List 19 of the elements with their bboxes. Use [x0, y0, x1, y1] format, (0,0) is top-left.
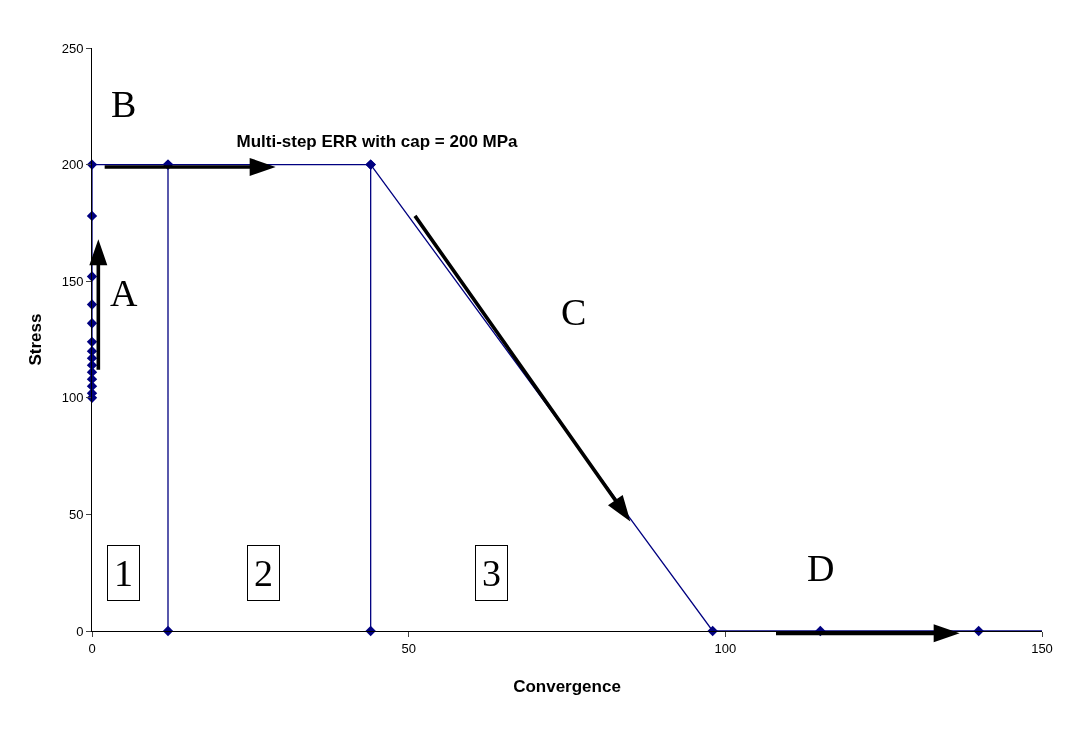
annotation: D — [807, 547, 835, 589]
x-tick-label: 0 — [88, 640, 96, 656]
x-tick-label: 150 — [1031, 640, 1053, 656]
x-tick-label: 100 — [714, 640, 737, 656]
y-axis-title: Stress — [26, 313, 46, 366]
y-tick-label: 100 — [61, 390, 84, 406]
y-tick-label: 250 — [61, 40, 84, 56]
annotation: 2 — [254, 552, 273, 594]
y-tick-label: 200 — [61, 157, 84, 173]
x-tick-label: 50 — [401, 640, 416, 656]
annotation: 1 — [114, 552, 133, 594]
y-tick-label: 150 — [61, 273, 84, 289]
text: Multi-step ERR with cap = 200 MPa — [236, 132, 519, 152]
annotation: 3 — [482, 552, 501, 594]
x-axis-title: Convergence — [513, 677, 621, 696]
annotation: B — [111, 83, 137, 125]
annotation: C — [561, 291, 587, 333]
y-tick-label: 0 — [76, 623, 84, 639]
y-tick-label: 50 — [68, 506, 84, 522]
